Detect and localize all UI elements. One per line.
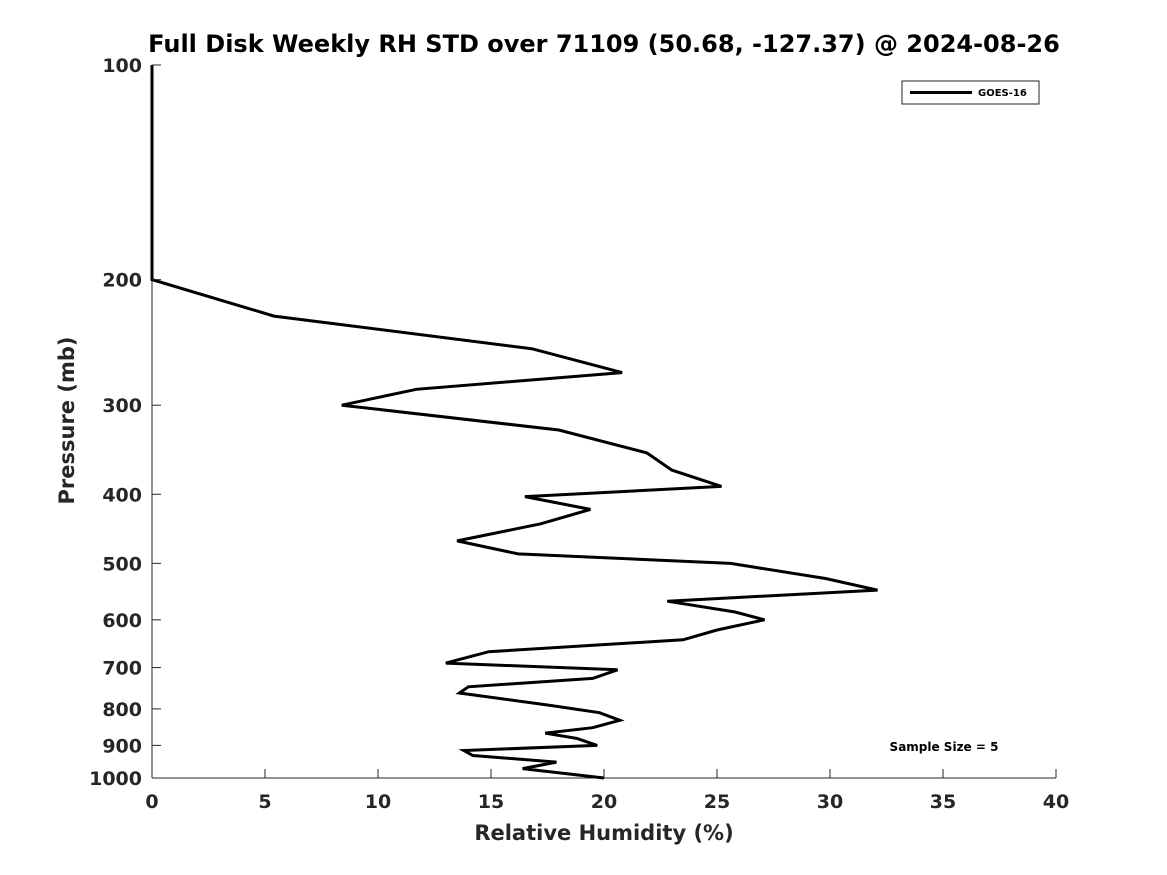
plot-area xyxy=(150,65,1056,780)
y-tick-label: 1000 xyxy=(89,768,142,790)
x-tick-label: 10 xyxy=(365,791,391,813)
y-tick-label: 600 xyxy=(102,610,142,632)
y-tick-label: 400 xyxy=(102,484,142,506)
x-tick-label: 30 xyxy=(817,791,843,813)
y-tick-label: 300 xyxy=(102,395,142,417)
x-tick-label: 35 xyxy=(930,791,956,813)
x-tick-label: 5 xyxy=(258,791,271,813)
y-tick-label: 800 xyxy=(102,699,142,721)
y-axis: 100 200 300 400 500 600 700 800 900 1000 xyxy=(89,55,161,790)
legend-entry: GOES-16 xyxy=(978,88,1027,99)
x-tick-label: 20 xyxy=(591,791,617,813)
y-tick-label: 500 xyxy=(102,553,142,575)
x-tick-label: 0 xyxy=(145,791,158,813)
x-axis-label: Relative Humidity (%) xyxy=(474,821,733,845)
y-tick-label: 900 xyxy=(102,735,142,757)
chart-title: Full Disk Weekly RH STD over 71109 (50.6… xyxy=(148,30,1060,58)
sample-size-annotation: Sample Size = 5 xyxy=(890,740,999,754)
x-axis: 0 5 10 15 20 25 30 35 40 xyxy=(145,769,1069,813)
series-line-goes-16 xyxy=(150,65,878,780)
y-tick-label: 700 xyxy=(102,658,142,680)
x-tick-label: 15 xyxy=(478,791,504,813)
y-axis-label: Pressure (mb) xyxy=(55,337,79,505)
y-tick-label: 100 xyxy=(102,55,142,77)
legend: GOES-16 xyxy=(901,80,1040,105)
x-tick-label: 40 xyxy=(1043,791,1069,813)
x-tick-label: 25 xyxy=(704,791,730,813)
y-tick-label: 200 xyxy=(102,270,142,292)
